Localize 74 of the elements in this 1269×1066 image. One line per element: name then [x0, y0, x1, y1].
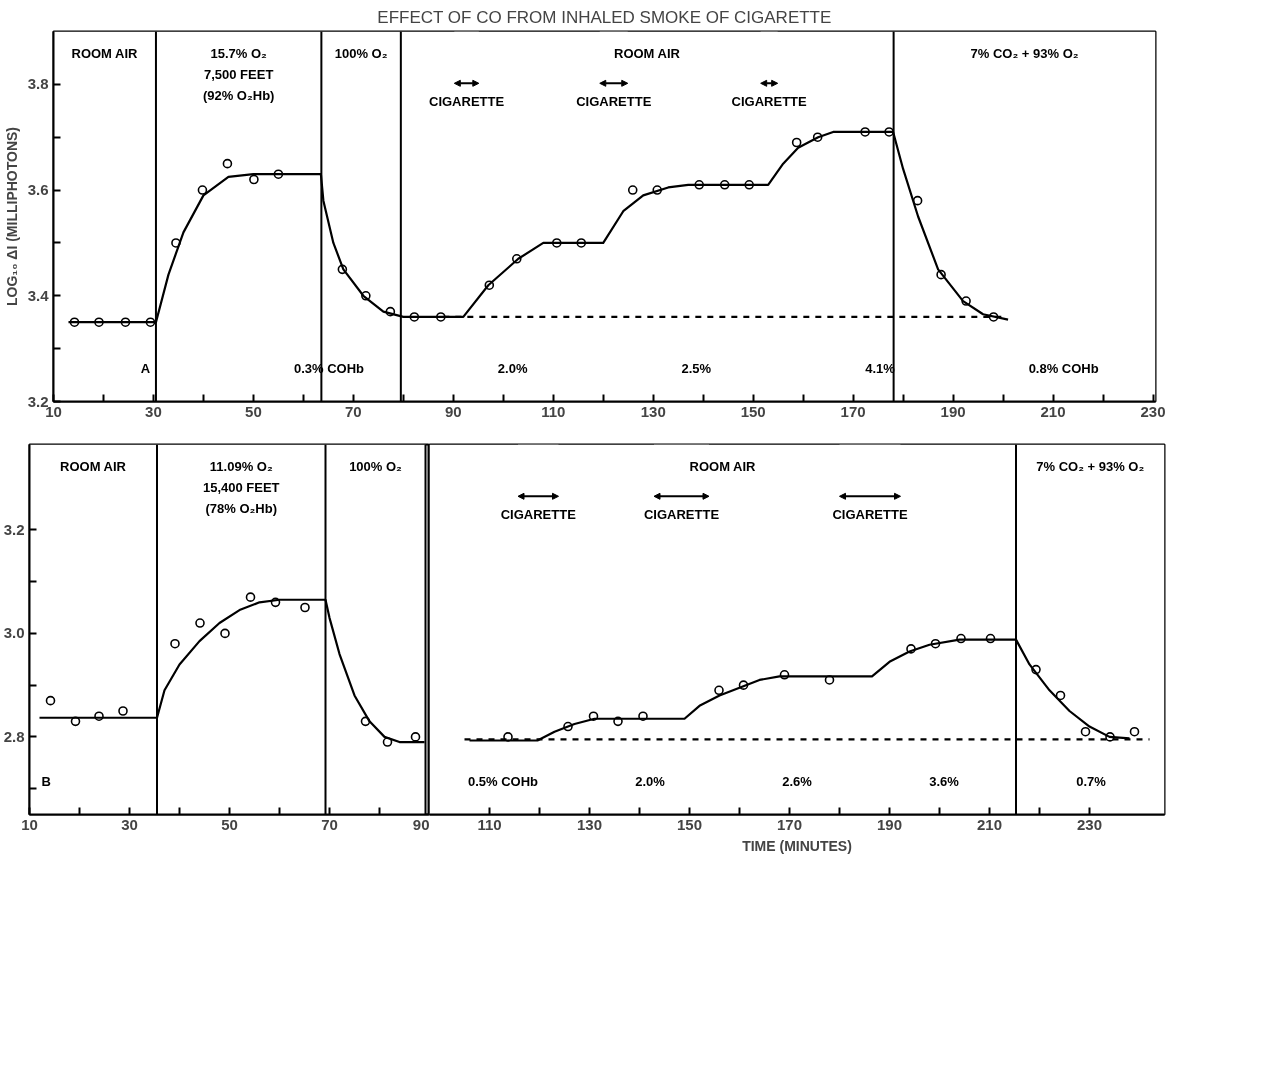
point [118, 706, 128, 716]
annotation: 2.6% [782, 773, 813, 789]
annotation: 0.8% COHb [1028, 360, 1099, 376]
band-label: CIGARETTE [731, 94, 808, 110]
point [197, 185, 208, 195]
x-tick-label: 110 [477, 815, 502, 833]
point [249, 174, 259, 185]
y-tick-label: 2.8 [3, 727, 25, 745]
annotation: 0.5% COHb [467, 773, 539, 789]
y-tick-label: 3.0 [3, 624, 25, 642]
x-tick-label: 110 [541, 402, 566, 420]
point [245, 592, 256, 602]
band-label: ROOM AIR [614, 46, 681, 62]
point [220, 628, 230, 639]
annotation: 2.0% [497, 360, 528, 376]
x-tick-label: 90 [444, 402, 462, 420]
annotation: 2.5% [681, 360, 712, 376]
x-tick-label: 30 [145, 402, 162, 420]
band-label: CIGARETTE [643, 507, 720, 523]
annotation: A [140, 360, 151, 376]
point [1129, 726, 1140, 737]
point [714, 685, 724, 696]
band-label: CIGARETTE [500, 507, 577, 523]
x-tick-label: 130 [640, 402, 666, 420]
band-label: CIGARETTE [576, 94, 652, 110]
x-tick-label: 10 [21, 815, 38, 833]
band-label: 7% CO₂ + 93% O₂ [1036, 459, 1145, 475]
band-label: 15.7% O₂ 7,500 FEET (92% O₂Hb) [202, 46, 275, 104]
band-label: ROOM AIR [60, 459, 127, 475]
point [170, 638, 180, 649]
y-tick-label: 3.2 [3, 520, 25, 538]
band-label: 11.09% O₂ 15,400 FEET (78% O₂Hb) [202, 459, 280, 517]
x-tick-label: 150 [676, 815, 703, 833]
annotation: 3.6% [929, 773, 960, 789]
band-label: CIGARETTE [832, 507, 908, 523]
point [300, 602, 310, 613]
x-tick-label: 170 [776, 815, 803, 833]
y-tick-label: 3.6 [27, 181, 49, 199]
y-axis-title: LOG₁₀ ΔI (MILLIPHOTONS) [3, 126, 20, 306]
point [45, 695, 56, 706]
y-tick-label: 3.8 [27, 75, 49, 93]
x-tick-label: 70 [321, 815, 338, 833]
annotation: B [41, 773, 51, 789]
x-tick-label: 50 [245, 402, 262, 420]
point [791, 137, 802, 148]
y-tick-label: 3.4 [27, 286, 50, 304]
x-tick-label: 210 [1040, 402, 1066, 420]
x-tick-label: 50 [221, 815, 238, 833]
x-tick-label: 190 [876, 815, 903, 833]
x-tick-label: 90 [412, 815, 430, 833]
band-label: 100% O₂ [349, 459, 403, 475]
x-tick-label: 230 [1140, 402, 1166, 420]
x-tick-label: 130 [576, 815, 603, 833]
band-label: CIGARETTE [429, 94, 505, 110]
x-tick-label: 190 [940, 402, 966, 420]
point [410, 732, 421, 742]
x-tick-label: 70 [345, 402, 362, 420]
point [195, 618, 205, 628]
x-tick-label: 150 [740, 402, 766, 420]
band-label: ROOM AIR [689, 459, 757, 475]
point [1080, 726, 1091, 737]
x-tick-label: 30 [121, 815, 138, 833]
band-label: 100% O₂ [334, 46, 388, 62]
point [222, 158, 233, 169]
annotation: 2.0% [635, 773, 666, 789]
band-label: 7% CO₂ + 93% O₂ [970, 46, 1079, 62]
band-label: ROOM AIR [71, 46, 139, 62]
annotation: 0.7% [1076, 773, 1107, 789]
x-axis-title: TIME (MINUTES) [742, 837, 852, 854]
x-tick-label: 170 [840, 402, 866, 420]
x-tick-label: 230 [1076, 815, 1103, 833]
x-tick-label: 210 [976, 815, 1003, 833]
point [627, 185, 638, 195]
chart-title: EFFECT OF CO FROM INHALED SMOKE OF CIGARETTE [377, 7, 832, 27]
